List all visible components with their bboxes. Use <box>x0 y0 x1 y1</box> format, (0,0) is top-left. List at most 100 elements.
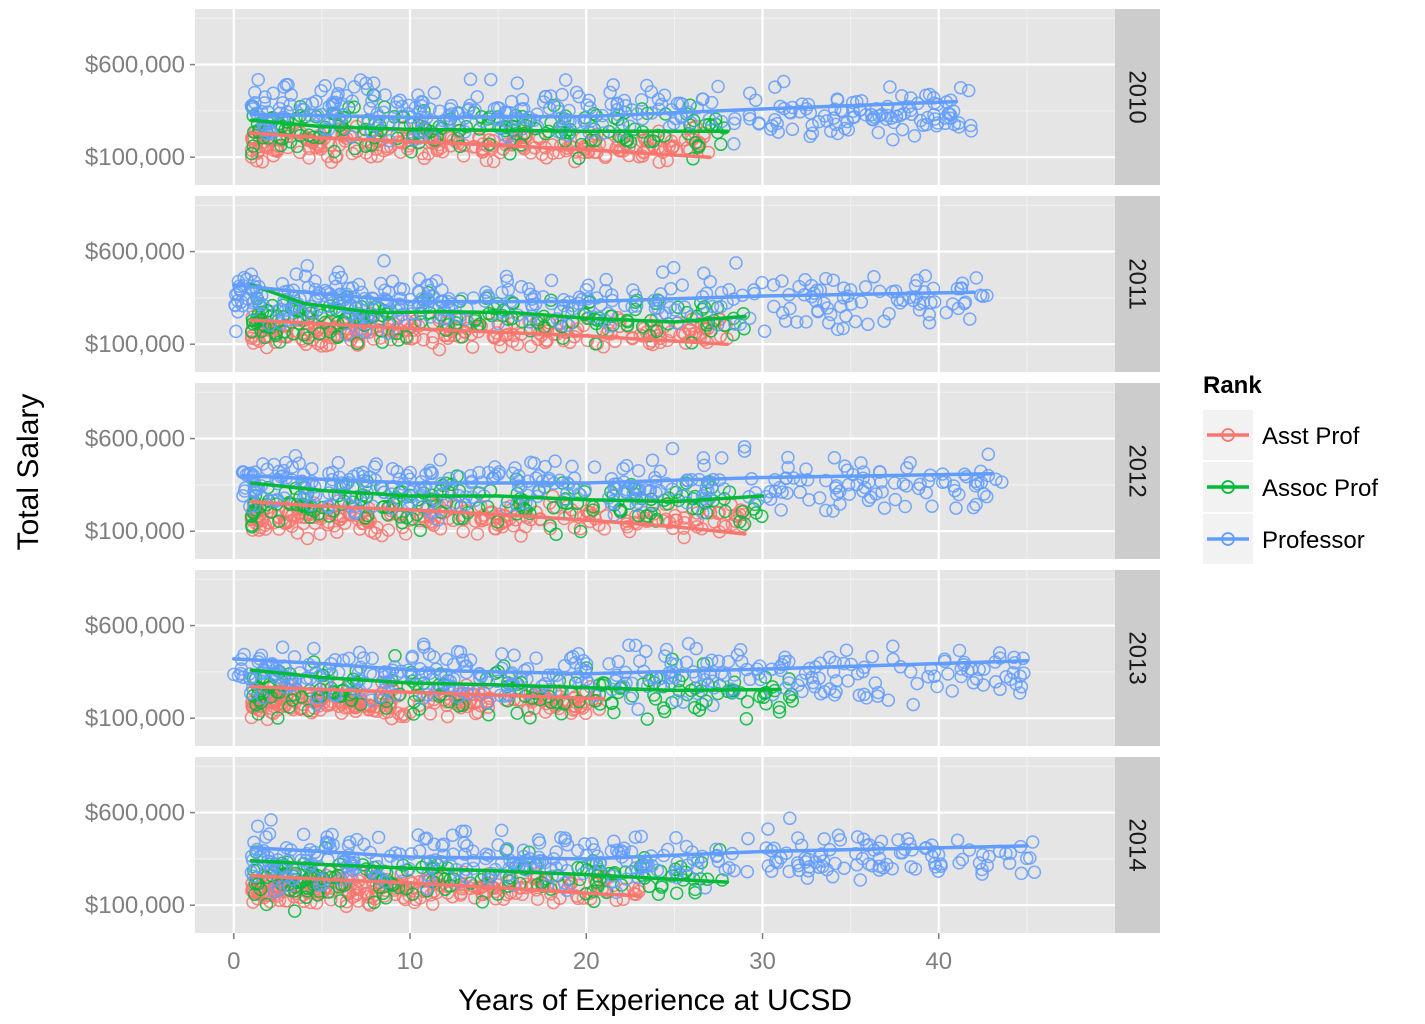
data-point <box>640 712 655 726</box>
data-point <box>808 855 823 869</box>
data-point <box>245 99 259 114</box>
data-point <box>895 89 909 103</box>
data-point <box>348 861 362 876</box>
facet-strip-label: 2013 <box>1124 631 1151 684</box>
data-point <box>873 465 887 479</box>
data-point <box>588 694 602 708</box>
data-point <box>702 474 717 489</box>
data-point <box>727 863 741 878</box>
data-point <box>388 100 403 114</box>
data-point <box>657 704 672 719</box>
data-point <box>596 340 611 354</box>
data-point <box>481 112 496 126</box>
data-point <box>775 485 789 499</box>
data-point <box>471 705 485 720</box>
legend-entry: Asst Prof <box>1203 410 1360 460</box>
data-point <box>925 838 939 852</box>
data-point <box>453 888 468 902</box>
data-point <box>555 87 569 102</box>
data-point <box>501 282 516 297</box>
data-point <box>946 104 961 118</box>
data-point <box>696 451 711 465</box>
data-point <box>399 330 414 344</box>
data-point <box>912 297 927 311</box>
data-point <box>707 681 721 695</box>
data-point <box>976 678 991 692</box>
data-point <box>1014 866 1029 881</box>
data-point <box>496 142 510 156</box>
data-point <box>290 139 304 154</box>
data-point <box>662 120 677 134</box>
data-point <box>688 882 702 897</box>
facet-panel-2010: $100,000 $600,000 2010 <box>85 9 1160 185</box>
data-point <box>255 155 270 169</box>
data-point <box>423 102 437 116</box>
data-point <box>853 873 868 887</box>
data-point <box>332 111 347 125</box>
data-point <box>641 858 656 873</box>
data-point <box>366 307 381 322</box>
data-point <box>334 476 348 490</box>
data-point <box>811 304 825 319</box>
data-point <box>955 852 970 867</box>
data-point <box>541 668 556 683</box>
data-point <box>429 492 444 506</box>
data-point <box>919 117 934 132</box>
data-point <box>949 501 963 515</box>
data-point <box>726 327 741 342</box>
data-point <box>363 470 377 484</box>
data-point <box>668 508 682 523</box>
data-point <box>740 864 755 879</box>
data-point <box>877 314 891 328</box>
data-point <box>611 654 626 669</box>
data-point <box>499 269 514 284</box>
data-point <box>414 99 429 113</box>
data-point <box>733 514 747 529</box>
data-point <box>296 827 311 842</box>
data-point <box>275 640 290 654</box>
data-point <box>279 455 293 470</box>
data-point <box>322 509 337 523</box>
data-point <box>548 454 562 468</box>
data-point <box>258 518 272 532</box>
data-point <box>527 113 541 127</box>
data-point <box>420 501 435 516</box>
data-point <box>480 695 495 710</box>
data-point <box>856 484 870 498</box>
data-point <box>697 458 711 473</box>
data-point <box>658 306 673 320</box>
data-point <box>458 125 472 139</box>
data-point <box>300 531 315 546</box>
data-point <box>500 274 515 288</box>
data-point <box>523 710 537 725</box>
data-point <box>793 473 808 487</box>
data-point <box>643 328 657 343</box>
data-point <box>331 455 346 470</box>
data-point <box>934 857 948 871</box>
data-point <box>265 657 279 671</box>
y-tick-label: $600,000 <box>85 239 185 266</box>
data-point <box>494 823 509 838</box>
data-point <box>708 112 723 126</box>
data-point <box>511 308 525 322</box>
data-point <box>677 511 691 525</box>
data-point <box>629 491 643 506</box>
data-point <box>345 129 359 144</box>
data-point <box>844 297 858 311</box>
data-point <box>570 496 585 511</box>
data-point <box>706 698 720 713</box>
data-point <box>767 299 781 314</box>
data-point <box>561 318 576 333</box>
data-point <box>491 316 505 331</box>
trend-line-professor <box>249 99 959 120</box>
data-point <box>901 99 916 114</box>
data-point <box>245 520 259 534</box>
data-point <box>300 259 314 273</box>
data-point <box>805 118 819 133</box>
data-point <box>330 329 345 344</box>
y-tick-label: $600,000 <box>85 52 185 79</box>
data-point <box>586 884 601 898</box>
data-point <box>668 303 682 317</box>
data-point <box>392 297 406 311</box>
trend-line-professor <box>232 283 976 304</box>
